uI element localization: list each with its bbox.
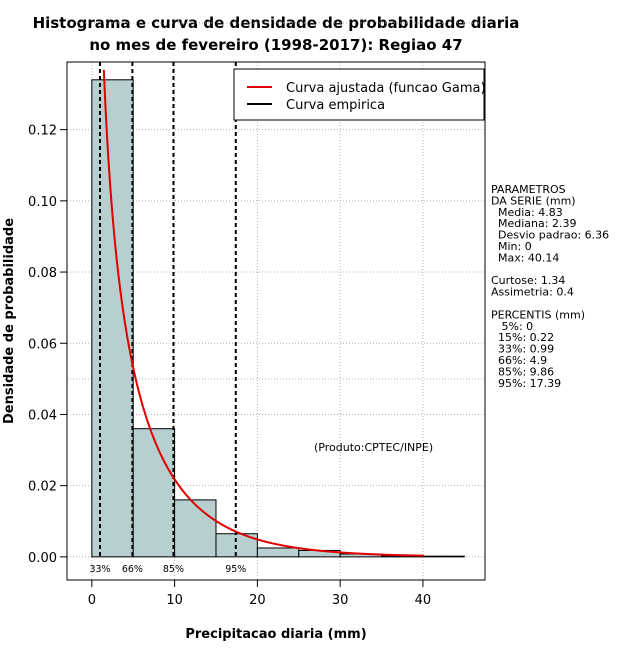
stats-line: 95%: 17.39 xyxy=(491,377,561,390)
percentile-label: 66% xyxy=(122,564,143,575)
y-tick-label: 0.12 xyxy=(28,124,57,139)
stats-line: Curtose: 1.34 xyxy=(491,274,565,287)
percentile-labels: 33% 66% 85% 95% xyxy=(89,564,246,575)
histogram-bar xyxy=(256,547,300,558)
legend-box xyxy=(233,68,485,121)
y-tick-label: 0.08 xyxy=(28,266,57,281)
histogram-bar xyxy=(174,499,217,558)
stats-line: 85%: 9.86 xyxy=(491,365,554,378)
percentile-lines xyxy=(99,62,237,557)
y-tick-label: 0.10 xyxy=(28,195,57,210)
stats-line: Mediana: 2.39 xyxy=(491,217,576,230)
x-tick-label: 30 xyxy=(332,593,349,608)
legend: Curva ajustada (funcao Gama) Curva empir… xyxy=(233,68,486,121)
chart-title-line-2: no mes de fevereiro (1998-2017): Regiao … xyxy=(89,36,462,54)
y-axis-label: Densidade de probabilidade xyxy=(2,218,17,424)
legend-label-empirical: Curva empirica xyxy=(286,98,385,113)
histogram-bar xyxy=(91,79,134,558)
stats-line: 5%: 0 xyxy=(491,320,533,333)
stats-line: PERCENTIS (mm) xyxy=(491,308,585,321)
x-axis: 0 10 20 30 40 xyxy=(88,579,432,608)
y-tick-label: 0.00 xyxy=(28,551,57,566)
x-tick-label: 40 xyxy=(415,593,432,608)
histogram-bars xyxy=(91,79,465,558)
histogram-bar xyxy=(132,428,176,558)
y-tick-label: 0.04 xyxy=(28,408,57,423)
x-tick-label: 0 xyxy=(88,593,96,608)
stats-line: DA SERIE (mm) xyxy=(491,194,576,207)
stats-line: Media: 4.83 xyxy=(491,206,563,219)
stats-line: Min: 0 xyxy=(491,240,532,253)
stats-line: PARAMETROS xyxy=(491,183,566,196)
stats-line: Desvio padrao: 6.36 xyxy=(491,229,609,242)
percentile-label: 85% xyxy=(163,564,184,575)
credit-text: (Produto:CPTEC/INPE) xyxy=(314,441,433,454)
stats-line: 66%: 4.9 xyxy=(491,354,547,367)
stats-line: 15%: 0.22 xyxy=(491,331,554,344)
gamma-fit-curve xyxy=(102,69,424,557)
x-tick-label: 10 xyxy=(166,593,183,608)
x-tick-label: 20 xyxy=(249,593,266,608)
y-tick-label: 0.06 xyxy=(28,337,57,352)
x-axis-label: Precipitacao diaria (mm) xyxy=(185,627,366,642)
stats-line: Assimetria: 0.4 xyxy=(491,286,574,299)
y-axis: 0.00 0.02 0.04 0.06 0.08 0.10 0.12 xyxy=(28,124,68,566)
histogram-bar xyxy=(422,555,465,558)
stats-line: Max: 40.14 xyxy=(491,251,559,264)
stats-line: 33%: 0.99 xyxy=(491,343,554,356)
y-tick-label: 0.02 xyxy=(28,480,57,495)
percentile-label: 95% xyxy=(225,564,246,575)
percentile-label: 33% xyxy=(89,564,110,575)
legend-label-fit: Curva ajustada (funcao Gama) xyxy=(286,81,486,96)
chart-title-line-1: Histograma e curva de densidade de proba… xyxy=(33,14,520,32)
